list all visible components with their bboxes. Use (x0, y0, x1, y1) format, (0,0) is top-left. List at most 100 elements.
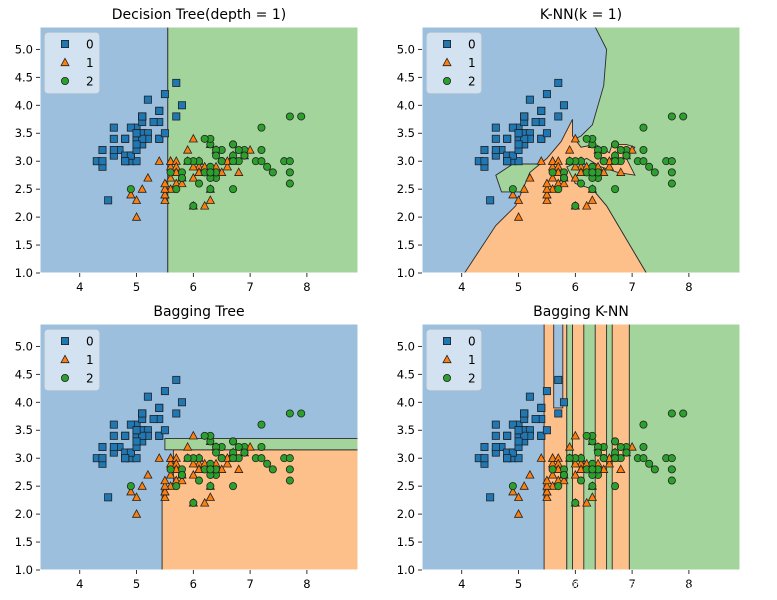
point-class1 (542, 475, 552, 485)
point-class2 (263, 459, 272, 468)
y-tick-label: 5.0 (397, 42, 415, 56)
point-class1 (587, 492, 598, 501)
x-tick-label: 7 (628, 577, 635, 591)
point-class0 (514, 157, 523, 166)
point-class1 (604, 161, 615, 171)
point-class2 (285, 454, 294, 463)
point-class2 (611, 454, 620, 463)
point-class0 (132, 437, 141, 446)
point-class1 (200, 200, 210, 210)
legend-marker-1 (442, 57, 452, 67)
point-class1 (160, 475, 170, 485)
y-tick-label: 3.5 (397, 423, 415, 437)
point-class1 (154, 156, 164, 165)
point-class2 (577, 476, 586, 485)
point-class1 (525, 469, 535, 479)
point-class1 (131, 212, 142, 221)
point-class0 (520, 431, 529, 440)
point-class0 (121, 157, 130, 166)
point-class2 (285, 168, 294, 177)
point-class0 (138, 409, 147, 418)
point-class0 (109, 431, 118, 440)
y-tick-label: 1.5 (397, 535, 415, 549)
point-class2 (667, 409, 676, 418)
point-class0 (537, 106, 546, 115)
point-class1 (582, 200, 592, 210)
y-tick-label: 1.5 (397, 238, 415, 252)
data-points (92, 78, 306, 221)
point-class1 (542, 486, 552, 496)
legend-label: 1 (86, 56, 94, 70)
point-class1 (513, 492, 524, 501)
point-class1 (525, 172, 535, 182)
point-class1 (222, 458, 233, 468)
point-class2 (582, 134, 591, 143)
point-class2 (679, 112, 688, 121)
x-axis: 4 5 6 7 8 (76, 273, 311, 294)
y-tick-label: 2.5 (397, 479, 415, 493)
x-tick-label: 4 (76, 577, 83, 591)
point-class2 (183, 454, 192, 463)
point-class1 (182, 441, 193, 451)
point-class0 (520, 409, 529, 418)
axes-frame (39, 26, 359, 274)
point-class2 (229, 482, 238, 491)
x-tick-label: 8 (303, 577, 310, 591)
decision-regions (40, 324, 358, 570)
y-tick-label: 1.5 (15, 238, 33, 252)
point-class1 (542, 492, 552, 501)
point-class2 (599, 454, 608, 463)
point-class2 (667, 157, 676, 166)
point-class0 (491, 442, 500, 451)
point-class0 (531, 118, 540, 127)
point-class1 (542, 481, 552, 490)
x-tick-label: 4 (458, 577, 465, 591)
x-axis: 4 5 6 7 8 (76, 570, 311, 591)
point-class0 (491, 431, 500, 440)
x-tick-label: 6 (572, 280, 579, 294)
point-class1 (143, 172, 153, 182)
point-class0 (132, 454, 141, 463)
subplot-title: Bagging K-NN (533, 304, 629, 320)
point-class1 (519, 184, 529, 193)
point-class0 (491, 134, 500, 143)
legend: 0 1 2 (426, 329, 482, 391)
point-class0 (491, 123, 500, 132)
point-class1 (616, 167, 626, 176)
legend-label: 0 (468, 335, 476, 349)
point-class0 (514, 437, 523, 446)
legend-marker-2 (442, 77, 451, 86)
point-class2 (588, 482, 597, 491)
legend-label: 2 (468, 372, 476, 386)
point-class2 (229, 437, 238, 446)
y-tick-label: 2.0 (15, 210, 33, 224)
point-class1 (131, 509, 142, 518)
point-class0 (177, 398, 186, 407)
point-class1 (165, 469, 176, 479)
y-tick-label: 1.0 (397, 266, 415, 280)
point-class0 (537, 403, 546, 412)
point-class2 (240, 448, 249, 457)
legend: 0 1 2 (426, 32, 482, 94)
point-class2 (229, 185, 238, 194)
y-tick-label: 4.0 (15, 395, 33, 409)
x-tick-label: 4 (76, 280, 83, 294)
legend-marker-2 (442, 373, 451, 382)
point-class0 (109, 442, 118, 451)
point-class2 (177, 470, 186, 479)
point-class0 (503, 431, 512, 440)
point-class0 (109, 123, 118, 132)
point-class2 (639, 145, 648, 154)
point-class0 (155, 431, 164, 440)
point-class1 (160, 184, 170, 193)
point-class0 (172, 78, 181, 87)
point-class1 (513, 212, 524, 221)
point-class2 (667, 112, 676, 121)
y-tick-label: 4.0 (397, 98, 415, 112)
point-class1 (137, 184, 147, 193)
point-class0 (542, 387, 551, 396)
point-class0 (508, 151, 517, 160)
y-tick-label: 2.0 (397, 210, 415, 224)
point-class2 (582, 431, 591, 440)
point-class1 (616, 464, 626, 473)
